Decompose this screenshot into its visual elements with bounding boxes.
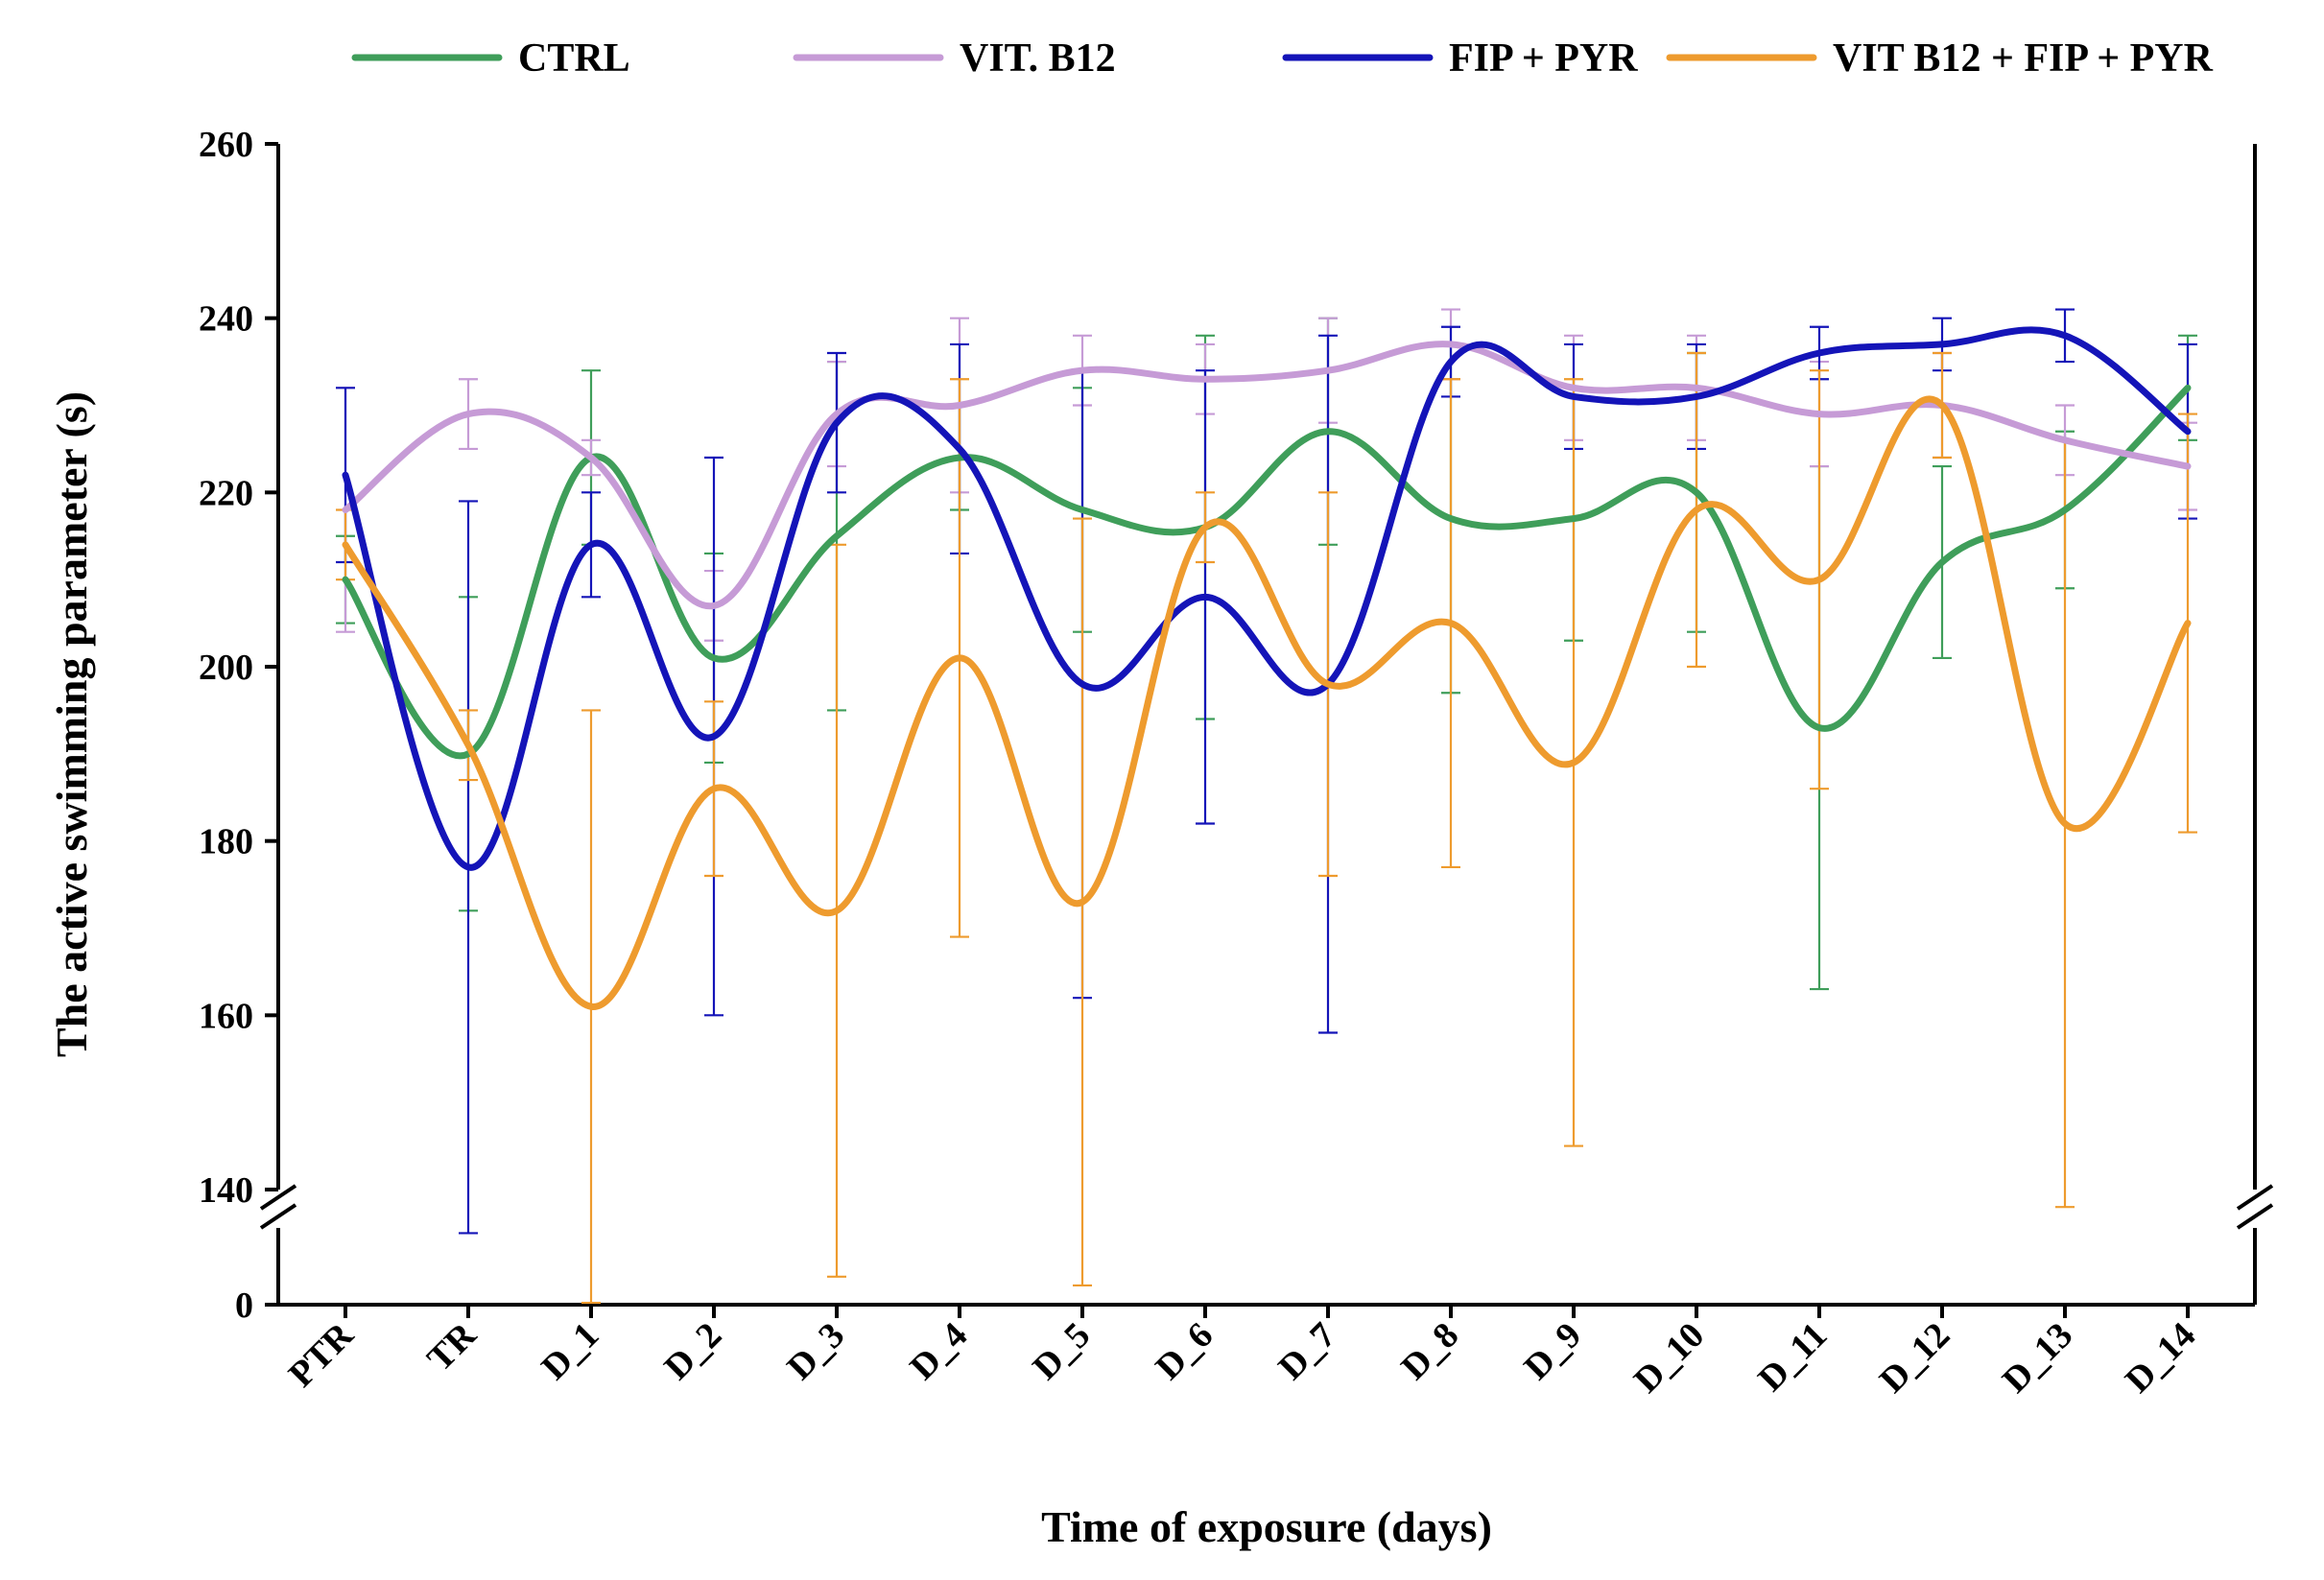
x-tick-label: D_13 (1995, 1315, 2080, 1401)
x-tick-label: D_14 (2118, 1315, 2203, 1401)
y-tick-label: 140 (199, 1170, 253, 1211)
y-tick-label: 260 (199, 125, 253, 165)
legend-text: CTRL (518, 36, 630, 81)
axis-break (2238, 1186, 2272, 1228)
chart-container: CTRL VIT. B12 FIP + PYR VIT B12 + FIP + PYR… (0, 0, 2324, 1580)
y-tick-label: 200 (199, 648, 253, 688)
chart-svg: CTRL VIT. B12 FIP + PYR VIT B12 + FIP + PYR… (0, 0, 2324, 1580)
legend-text: VIT. B12 (960, 36, 1116, 81)
y-axis-label: The active swimming parameter (s) (47, 391, 96, 1057)
x-tick-label: D_12 (1872, 1315, 1957, 1401)
x-tick-label: PTR (281, 1314, 362, 1395)
y-tick-label: 180 (199, 822, 253, 862)
y-tick-label: 160 (199, 996, 253, 1036)
y-tick-label: 220 (199, 473, 253, 513)
x-tick-label: D_8 (1393, 1315, 1466, 1388)
x-tick-label: D_1 (534, 1315, 606, 1388)
x-tick-label: D_4 (902, 1315, 975, 1388)
axis-break (261, 1186, 296, 1228)
x-tick-label: D_7 (1270, 1315, 1343, 1388)
legend-text: VIT B12 + FIP + PYR (1833, 36, 2214, 81)
x-tick-label: D_10 (1626, 1315, 1712, 1401)
x-tick-label: D_2 (656, 1315, 729, 1388)
legend-text: FIP + PYR (1449, 36, 1638, 81)
x-tick-label: D_9 (1516, 1315, 1589, 1388)
x-axis-label: Time of exposure (days) (1041, 1502, 1492, 1551)
y-tick-label: 0 (235, 1285, 253, 1326)
x-tick-label: D_5 (1025, 1315, 1098, 1388)
y-tick-label: 240 (199, 299, 253, 340)
x-tick-label: D_3 (779, 1315, 852, 1388)
x-tick-label: TR (419, 1314, 484, 1379)
x-tick-label: D_11 (1750, 1315, 1835, 1400)
x-tick-label: D_6 (1148, 1315, 1221, 1388)
